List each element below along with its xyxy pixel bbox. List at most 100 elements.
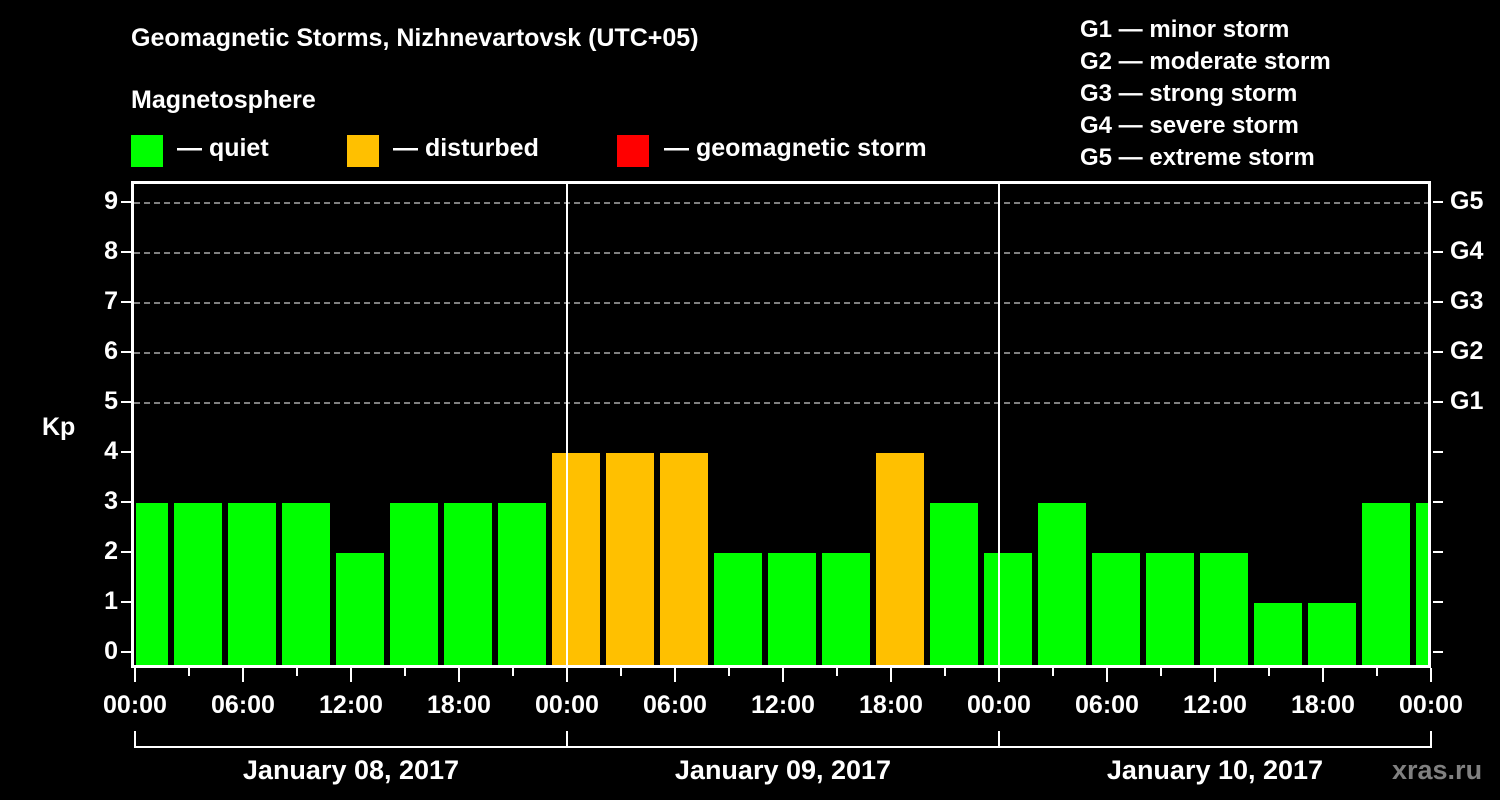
x-tick (404, 668, 406, 676)
kp-bar (444, 503, 492, 668)
day-divider (998, 181, 1000, 668)
kp-bar (1416, 503, 1428, 668)
x-tick (566, 668, 568, 682)
x-tick (458, 668, 460, 682)
kp-bar (1038, 503, 1086, 668)
y-axis-label: Kp (42, 413, 76, 441)
kp-bar (282, 503, 330, 668)
x-tick (1106, 668, 1108, 682)
x-tick (134, 668, 136, 682)
y-tick-right (1433, 601, 1443, 603)
y-tick (121, 551, 131, 553)
legend-label-disturbed: — disturbed (393, 134, 539, 162)
x-tick (890, 668, 892, 682)
x-tick-label: 00:00 (535, 691, 599, 719)
x-tick (1376, 668, 1378, 676)
date-label: January 08, 2017 (242, 755, 460, 785)
x-tick-label: 06:00 (211, 691, 275, 719)
kp-bar (336, 553, 384, 668)
y-tick (121, 401, 131, 403)
x-tick-label: 12:00 (319, 691, 383, 719)
gridline (134, 352, 1430, 354)
g-scale-label: G2 (1450, 337, 1484, 365)
y-tick-right (1433, 201, 1443, 203)
x-tick-label: 00:00 (1399, 691, 1463, 719)
x-tick (998, 668, 1000, 682)
x-tick (836, 668, 838, 676)
storm-scale-g3: G3 — strong storm (1080, 80, 1298, 107)
date-label: January 09, 2017 (674, 755, 892, 785)
bracket-tick (134, 731, 136, 748)
date-bracket (134, 746, 1432, 748)
y-tick-label: 2 (104, 537, 118, 565)
x-tick-label: 18:00 (427, 691, 491, 719)
x-tick (188, 668, 190, 676)
x-tick (242, 668, 244, 682)
kp-bar (876, 453, 924, 668)
kp-bar (390, 503, 438, 668)
x-tick (296, 668, 298, 676)
bracket-tick (566, 731, 568, 748)
chart-title: Geomagnetic Storms, Nizhnevartovsk (UTC+… (131, 24, 699, 52)
x-tick-label: 06:00 (1075, 691, 1139, 719)
x-tick-label: 00:00 (967, 691, 1031, 719)
legend-label-quiet: — quiet (177, 134, 269, 162)
y-tick-label: 1 (104, 587, 118, 615)
x-tick (1430, 668, 1432, 682)
y-tick-right (1433, 351, 1443, 353)
x-tick (944, 668, 946, 676)
g-scale-label: G1 (1450, 387, 1484, 415)
x-tick (1160, 668, 1162, 676)
storm-scale-g2: G2 — moderate storm (1080, 48, 1331, 75)
x-tick-label: 12:00 (1183, 691, 1247, 719)
kp-bar (1200, 553, 1248, 668)
g-scale-label: G5 (1450, 187, 1484, 215)
x-tick (1322, 668, 1324, 682)
storm-swatch-icon (617, 135, 649, 167)
y-tick (121, 601, 131, 603)
x-tick-label: 00:00 (103, 691, 167, 719)
kp-bar (228, 503, 276, 668)
kp-bar (822, 553, 870, 668)
date-label: January 10, 2017 (1106, 755, 1324, 785)
kp-bar (1308, 603, 1356, 668)
y-tick-right (1433, 401, 1443, 403)
gridline (134, 202, 1430, 204)
y-tick (121, 651, 131, 653)
chart-subtitle: Magnetosphere (131, 86, 316, 114)
disturbed-swatch-icon (347, 135, 379, 167)
x-tick-label: 12:00 (751, 691, 815, 719)
kp-bar (660, 453, 708, 668)
x-tick-label: 18:00 (859, 691, 923, 719)
y-tick-label: 9 (104, 187, 118, 215)
g-scale-label: G4 (1450, 237, 1484, 265)
gridline (134, 252, 1430, 254)
x-tick (1268, 668, 1270, 676)
y-tick (121, 251, 131, 253)
g-scale-label: G3 (1450, 287, 1484, 315)
kp-bar (1092, 553, 1140, 668)
y-tick-label: 8 (104, 237, 118, 265)
kp-bar (552, 453, 600, 668)
x-tick (620, 668, 622, 676)
kp-bar (984, 553, 1032, 668)
plot-frame (131, 181, 1431, 668)
y-tick-label: 0 (104, 637, 118, 665)
storm-scale-g1: G1 — minor storm (1080, 16, 1290, 43)
kp-bar (1146, 553, 1194, 668)
kp-bar (768, 553, 816, 668)
kp-bar (930, 503, 978, 668)
y-tick-label: 5 (104, 387, 118, 415)
y-tick-right (1433, 251, 1443, 253)
x-tick-label: 18:00 (1291, 691, 1355, 719)
y-tick-label: 7 (104, 287, 118, 315)
kp-bar (136, 503, 168, 668)
y-tick-label: 6 (104, 337, 118, 365)
storm-scale-legend: G1 — minor storm G2 — moderate storm G3 … (1080, 14, 1331, 174)
legend-label-storm: — geomagnetic storm (664, 134, 927, 162)
x-tick (512, 668, 514, 676)
kp-bar (714, 553, 762, 668)
x-tick (728, 668, 730, 676)
y-tick-right (1433, 501, 1443, 503)
y-tick (121, 501, 131, 503)
